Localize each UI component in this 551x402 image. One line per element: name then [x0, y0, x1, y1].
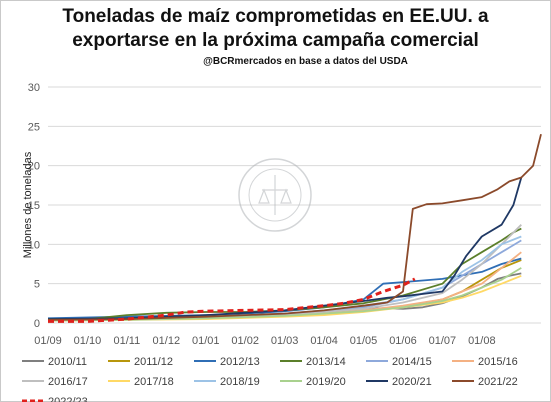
legend-label: 2011/12 [134, 356, 173, 368]
legend-label: 2014/15 [392, 356, 432, 368]
legend-label: 2021/22 [478, 376, 518, 388]
chart-subtitle: @BCRmercados en base a datos del USDA [203, 56, 408, 67]
x-tick-label: 01/11 [114, 335, 141, 347]
x-tick-label: 01/04 [310, 335, 338, 347]
y-axis-ticks: 0 5 10 15 20 25 30 [28, 82, 40, 330]
legend-label: 2016/17 [48, 376, 88, 388]
x-tick-label: 01/02 [231, 335, 259, 347]
y-tick-label: 0 [34, 318, 40, 330]
legend-label: 2022/23 [48, 396, 88, 402]
gridlines [48, 86, 541, 324]
x-tick-label: 01/12 [153, 335, 181, 347]
legend-label: 2019/20 [306, 376, 346, 388]
x-tick-label: 01/07 [429, 335, 457, 347]
x-tick-label: 01/06 [389, 335, 417, 347]
y-tick-label: 10 [28, 239, 40, 251]
x-axis-ticks: 01/09 01/10 01/11 01/12 01/01 01/02 01/03 01/04… [34, 335, 495, 347]
legend-label: 2017/18 [134, 376, 174, 388]
legend-label: 2013/14 [306, 356, 346, 368]
legend-label: 2020/21 [392, 376, 432, 388]
y-tick-label: 30 [28, 82, 40, 94]
x-tick-label: 01/01 [192, 335, 220, 347]
legend-label: 2015/16 [478, 356, 518, 368]
y-tick-label: 25 [28, 121, 40, 133]
x-tick-label: 01/10 [74, 335, 102, 347]
chart-title-line2: exportarse en la próxima campaña comerci… [72, 30, 479, 51]
series-line-2022-23 [48, 277, 416, 323]
y-tick-label: 20 [28, 161, 40, 173]
y-tick-label: 5 [34, 279, 40, 291]
x-tick-label: 01/09 [34, 335, 62, 347]
series-line-2021-22 [47, 133, 542, 321]
chart-title-line1: Toneladas de maíz comprometidas en EE.UU… [62, 6, 489, 27]
series-line-2016-17 [47, 224, 522, 321]
x-tick-label: 01/05 [350, 335, 378, 347]
y-tick-label: 15 [28, 200, 40, 212]
legend-label: 2010/11 [48, 356, 87, 368]
series-line-2019-20 [47, 267, 522, 322]
x-tick-label: 01/03 [271, 335, 299, 347]
x-tick-label: 01/08 [468, 335, 496, 347]
y-axis-label: Millones de toneladas [22, 151, 34, 258]
series-line-2013-14 [48, 227, 522, 320]
legend: 2010/11 2011/12 2012/13 2013/14 2014/15 2015/… [22, 356, 518, 402]
legend-label: 2018/19 [220, 376, 260, 388]
series-lines [47, 133, 542, 323]
legend-label: 2012/13 [220, 356, 260, 368]
watermark-seal [238, 158, 312, 232]
